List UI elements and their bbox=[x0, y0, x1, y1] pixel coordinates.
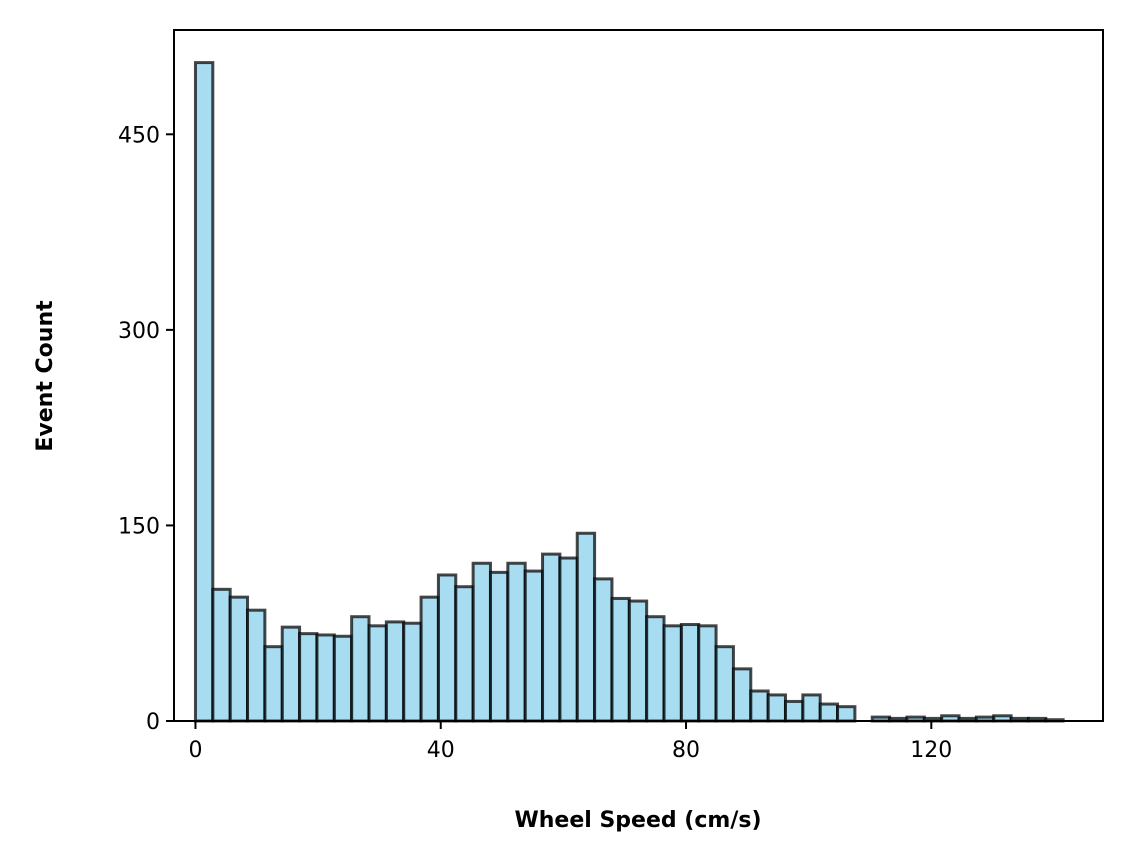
histogram-bar bbox=[558, 556, 579, 723]
histogram-bar bbox=[645, 615, 666, 723]
histogram-bar bbox=[246, 608, 267, 723]
histogram-bar bbox=[627, 599, 649, 723]
histogram-bar bbox=[367, 624, 388, 723]
histogram-bar bbox=[731, 667, 753, 723]
histogram-bar bbox=[332, 634, 354, 723]
histogram-bar bbox=[298, 632, 319, 723]
histogram-bar bbox=[541, 552, 562, 723]
y-tick-label: 150 bbox=[118, 514, 160, 539]
histogram-bar bbox=[697, 624, 718, 723]
bars-group bbox=[193, 61, 1065, 723]
histogram-bar bbox=[801, 693, 822, 723]
x-tick-label: 40 bbox=[427, 738, 455, 763]
histogram-bar bbox=[454, 585, 475, 723]
histogram-bar bbox=[263, 645, 284, 723]
y-tick-label: 450 bbox=[118, 123, 160, 148]
x-axis-label: Wheel Speed (cm/s) bbox=[514, 808, 761, 833]
x-tick-label: 80 bbox=[672, 738, 700, 763]
histogram-bar bbox=[193, 61, 215, 723]
histogram-bar bbox=[818, 702, 840, 723]
plot-frame bbox=[173, 29, 1104, 722]
histogram-bar bbox=[471, 561, 492, 723]
histogram-bar bbox=[575, 531, 597, 723]
x-tick-label: 0 bbox=[188, 738, 202, 763]
histogram-bar bbox=[506, 561, 527, 723]
histogram-bar bbox=[523, 569, 545, 723]
histogram-bar bbox=[662, 624, 683, 723]
histogram-bar bbox=[714, 645, 735, 723]
histogram-bar bbox=[350, 615, 371, 723]
histogram-bar bbox=[436, 573, 458, 723]
histogram-bar bbox=[419, 595, 440, 723]
histogram-bar bbox=[593, 577, 614, 723]
y-tick-label: 0 bbox=[146, 710, 160, 735]
histogram-bar bbox=[749, 689, 770, 723]
histogram-bar bbox=[488, 570, 510, 723]
histogram-bar bbox=[783, 699, 805, 723]
histogram-bar bbox=[679, 623, 701, 723]
x-axis-ticks: 0 40 80 120 bbox=[188, 721, 952, 763]
y-tick-label: 300 bbox=[118, 319, 160, 344]
histogram-bar bbox=[315, 633, 336, 723]
histogram-bar bbox=[280, 625, 302, 723]
histogram-bar bbox=[402, 621, 423, 723]
histogram-bar bbox=[384, 620, 406, 723]
y-axis-ticks: 0 150 300 450 bbox=[118, 123, 174, 735]
histogram-bar bbox=[610, 596, 631, 723]
histogram-bar bbox=[836, 705, 857, 723]
histogram-bar bbox=[228, 595, 250, 723]
y-axis-label: Event Count bbox=[33, 300, 58, 452]
histogram-bar bbox=[211, 587, 232, 723]
x-tick-label: 120 bbox=[910, 738, 952, 763]
histogram-bar bbox=[766, 693, 787, 723]
